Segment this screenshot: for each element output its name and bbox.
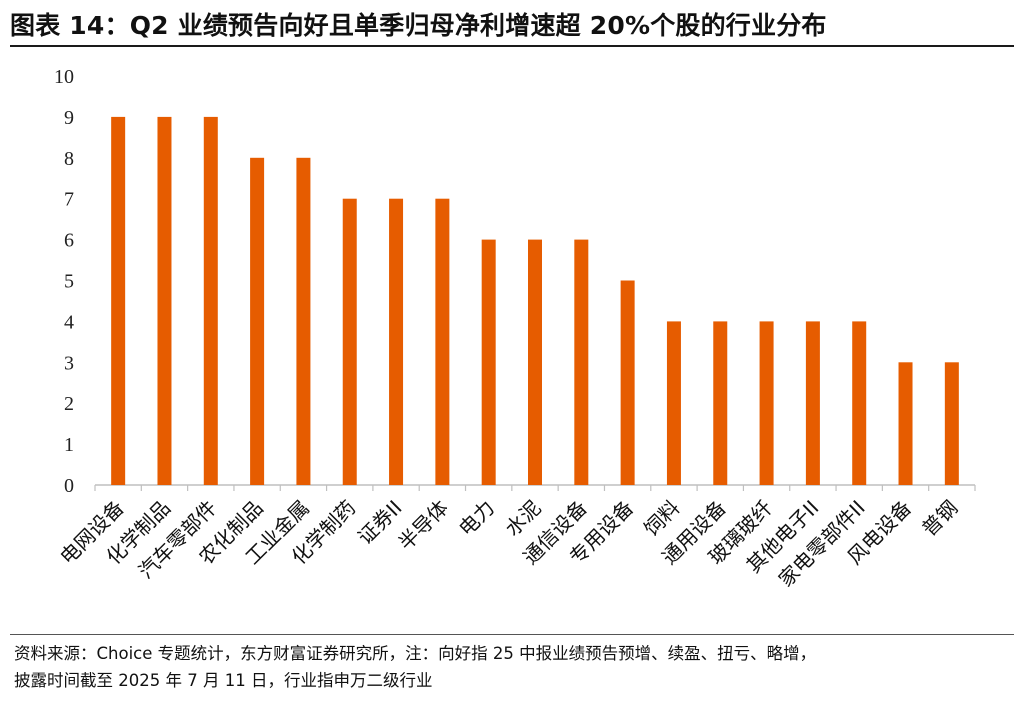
bar (898, 362, 913, 485)
bar (250, 157, 265, 486)
y-tick-label: 2 (64, 393, 74, 415)
y-tick-label: 3 (64, 352, 74, 374)
bar (528, 239, 542, 485)
y-tick-label: 5 (64, 271, 74, 293)
y-tick-label: 6 (64, 230, 74, 252)
bar (805, 321, 820, 485)
y-tick-label: 1 (64, 434, 74, 456)
bar (481, 239, 496, 485)
title-divider (10, 45, 1014, 47)
bar (435, 198, 450, 485)
x-tick-label: 普钢 (917, 496, 962, 541)
bar (666, 321, 681, 485)
bar (574, 239, 589, 485)
x-tick-label: 电力 (454, 496, 499, 541)
bar (713, 321, 728, 485)
bar (389, 198, 404, 485)
x-tick-label: 半导体 (394, 496, 453, 555)
footnote-line-1: 资料来源：Choice 专题统计，东方财富证券研究所，注：向好指 25 中报业绩… (14, 644, 817, 663)
bar (203, 116, 218, 486)
bar (759, 321, 774, 485)
footnote-divider (10, 634, 1014, 635)
bar (944, 362, 959, 485)
bar-chart: 012345678910电网设备化学制品汽车零部件农化制品工业金属化学制药证券I… (54, 66, 976, 592)
footnote-line-2: 披露时间截至 2025 年 7 月 11 日，行业指申万二级行业 (14, 671, 433, 690)
y-tick-label: 10 (54, 66, 74, 88)
y-tick-label: 7 (64, 189, 74, 211)
chart-title: 图表 14：Q2 业绩预告向好且单季归母净利增速超 20%个股的行业分布 (10, 11, 827, 40)
bar (852, 321, 867, 485)
y-tick-label: 8 (64, 148, 74, 170)
y-tick-label: 0 (64, 475, 74, 497)
bar (296, 157, 311, 486)
bar (342, 198, 357, 485)
source-footnote: 资料来源：Choice 专题统计，东方财富证券研究所，注：向好指 25 中报业绩… (14, 640, 1010, 694)
y-tick-label: 4 (64, 311, 74, 333)
bar (620, 280, 635, 485)
bar (111, 116, 126, 486)
bar (157, 116, 172, 486)
y-tick-label: 9 (64, 107, 74, 129)
